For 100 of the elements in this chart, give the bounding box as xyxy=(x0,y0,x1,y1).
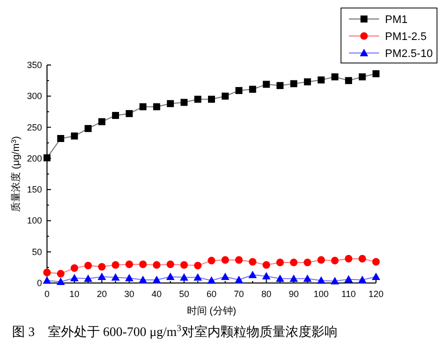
point xyxy=(56,278,65,285)
point xyxy=(207,276,216,284)
point xyxy=(248,270,257,278)
caption: 图 3 室外处于 600-700 μg/m$^{3}$对室内颗粒物质量浓度影响 xyxy=(12,323,338,339)
point xyxy=(344,275,353,282)
point xyxy=(290,80,298,88)
point xyxy=(235,87,242,94)
point xyxy=(276,258,284,266)
point xyxy=(372,272,380,280)
point xyxy=(166,272,175,280)
point xyxy=(276,82,284,90)
y-tick-label: 250 xyxy=(26,122,42,132)
point xyxy=(70,274,79,282)
x-axis-title: 时间 (分钟) xyxy=(186,305,236,317)
point xyxy=(125,274,134,282)
x-tick-label: 60 xyxy=(206,289,217,299)
point xyxy=(358,254,366,263)
point xyxy=(153,103,160,110)
point xyxy=(318,76,325,84)
point xyxy=(126,110,133,118)
point xyxy=(166,100,174,108)
point xyxy=(262,80,270,88)
point xyxy=(152,276,161,284)
point xyxy=(139,103,146,110)
point xyxy=(249,86,256,93)
y-tick-label: 350 xyxy=(26,60,42,70)
x-tick-label: 40 xyxy=(152,289,162,299)
point xyxy=(317,256,325,264)
point xyxy=(180,261,188,269)
x-tick-label: 50 xyxy=(179,289,190,299)
point xyxy=(194,273,202,281)
point xyxy=(125,260,134,268)
point xyxy=(57,134,64,142)
point xyxy=(84,125,92,132)
x-tick-label: 80 xyxy=(261,289,272,299)
point xyxy=(344,254,352,263)
point xyxy=(84,274,92,282)
point xyxy=(221,272,230,280)
point xyxy=(152,261,160,269)
point xyxy=(84,262,92,270)
point xyxy=(358,276,366,284)
point xyxy=(330,276,340,284)
point xyxy=(345,77,352,84)
point xyxy=(276,274,284,282)
x-tick-label: 110 xyxy=(341,289,356,299)
point xyxy=(70,132,78,140)
point xyxy=(331,73,338,80)
x-tick-label: 10 xyxy=(69,289,80,299)
y-tick-label: 100 xyxy=(26,216,42,226)
point xyxy=(166,260,174,268)
point xyxy=(262,272,271,280)
x-tick-label: 100 xyxy=(314,289,329,299)
point xyxy=(262,261,270,269)
x-tick-label: 70 xyxy=(234,289,244,299)
point xyxy=(180,273,188,281)
point xyxy=(44,154,50,162)
point xyxy=(56,270,65,278)
y-tick-label: 0 xyxy=(36,278,42,288)
point xyxy=(331,256,339,264)
point xyxy=(304,78,311,86)
point xyxy=(180,98,188,106)
point xyxy=(139,260,147,268)
point xyxy=(138,276,148,284)
point xyxy=(235,256,243,264)
point xyxy=(208,256,216,264)
x-tick-label: 20 xyxy=(96,289,107,299)
point xyxy=(208,96,215,103)
y-tick-label: 300 xyxy=(26,91,42,102)
y-tick-label: 50 xyxy=(32,246,42,257)
point xyxy=(304,258,312,266)
y-tick-label: 150 xyxy=(26,184,42,195)
point xyxy=(98,272,106,280)
point xyxy=(303,274,312,282)
x-tick-label: 90 xyxy=(288,289,299,299)
point xyxy=(43,268,51,276)
legend-label: PM2.5-10 xyxy=(385,48,433,60)
point xyxy=(70,264,78,272)
legend-label: PM1 xyxy=(385,14,408,26)
point xyxy=(290,258,298,266)
point xyxy=(112,261,120,269)
point xyxy=(358,73,366,80)
point xyxy=(222,92,229,100)
point xyxy=(316,276,326,284)
point xyxy=(42,276,52,284)
x-tick-label: 30 xyxy=(124,289,134,299)
point xyxy=(112,112,120,119)
point xyxy=(248,258,256,266)
x-tick-label: 0 xyxy=(44,289,50,299)
point xyxy=(234,276,244,284)
point xyxy=(98,118,106,126)
point xyxy=(194,262,202,270)
point xyxy=(98,263,106,271)
point xyxy=(111,273,120,281)
y-tick-label: 200 xyxy=(26,153,42,164)
point xyxy=(221,256,230,264)
point xyxy=(290,274,298,282)
point xyxy=(194,96,202,103)
legend-label: PM1-2.5 xyxy=(385,31,427,43)
x-tick-label: 120 xyxy=(368,289,384,299)
point xyxy=(372,258,380,266)
